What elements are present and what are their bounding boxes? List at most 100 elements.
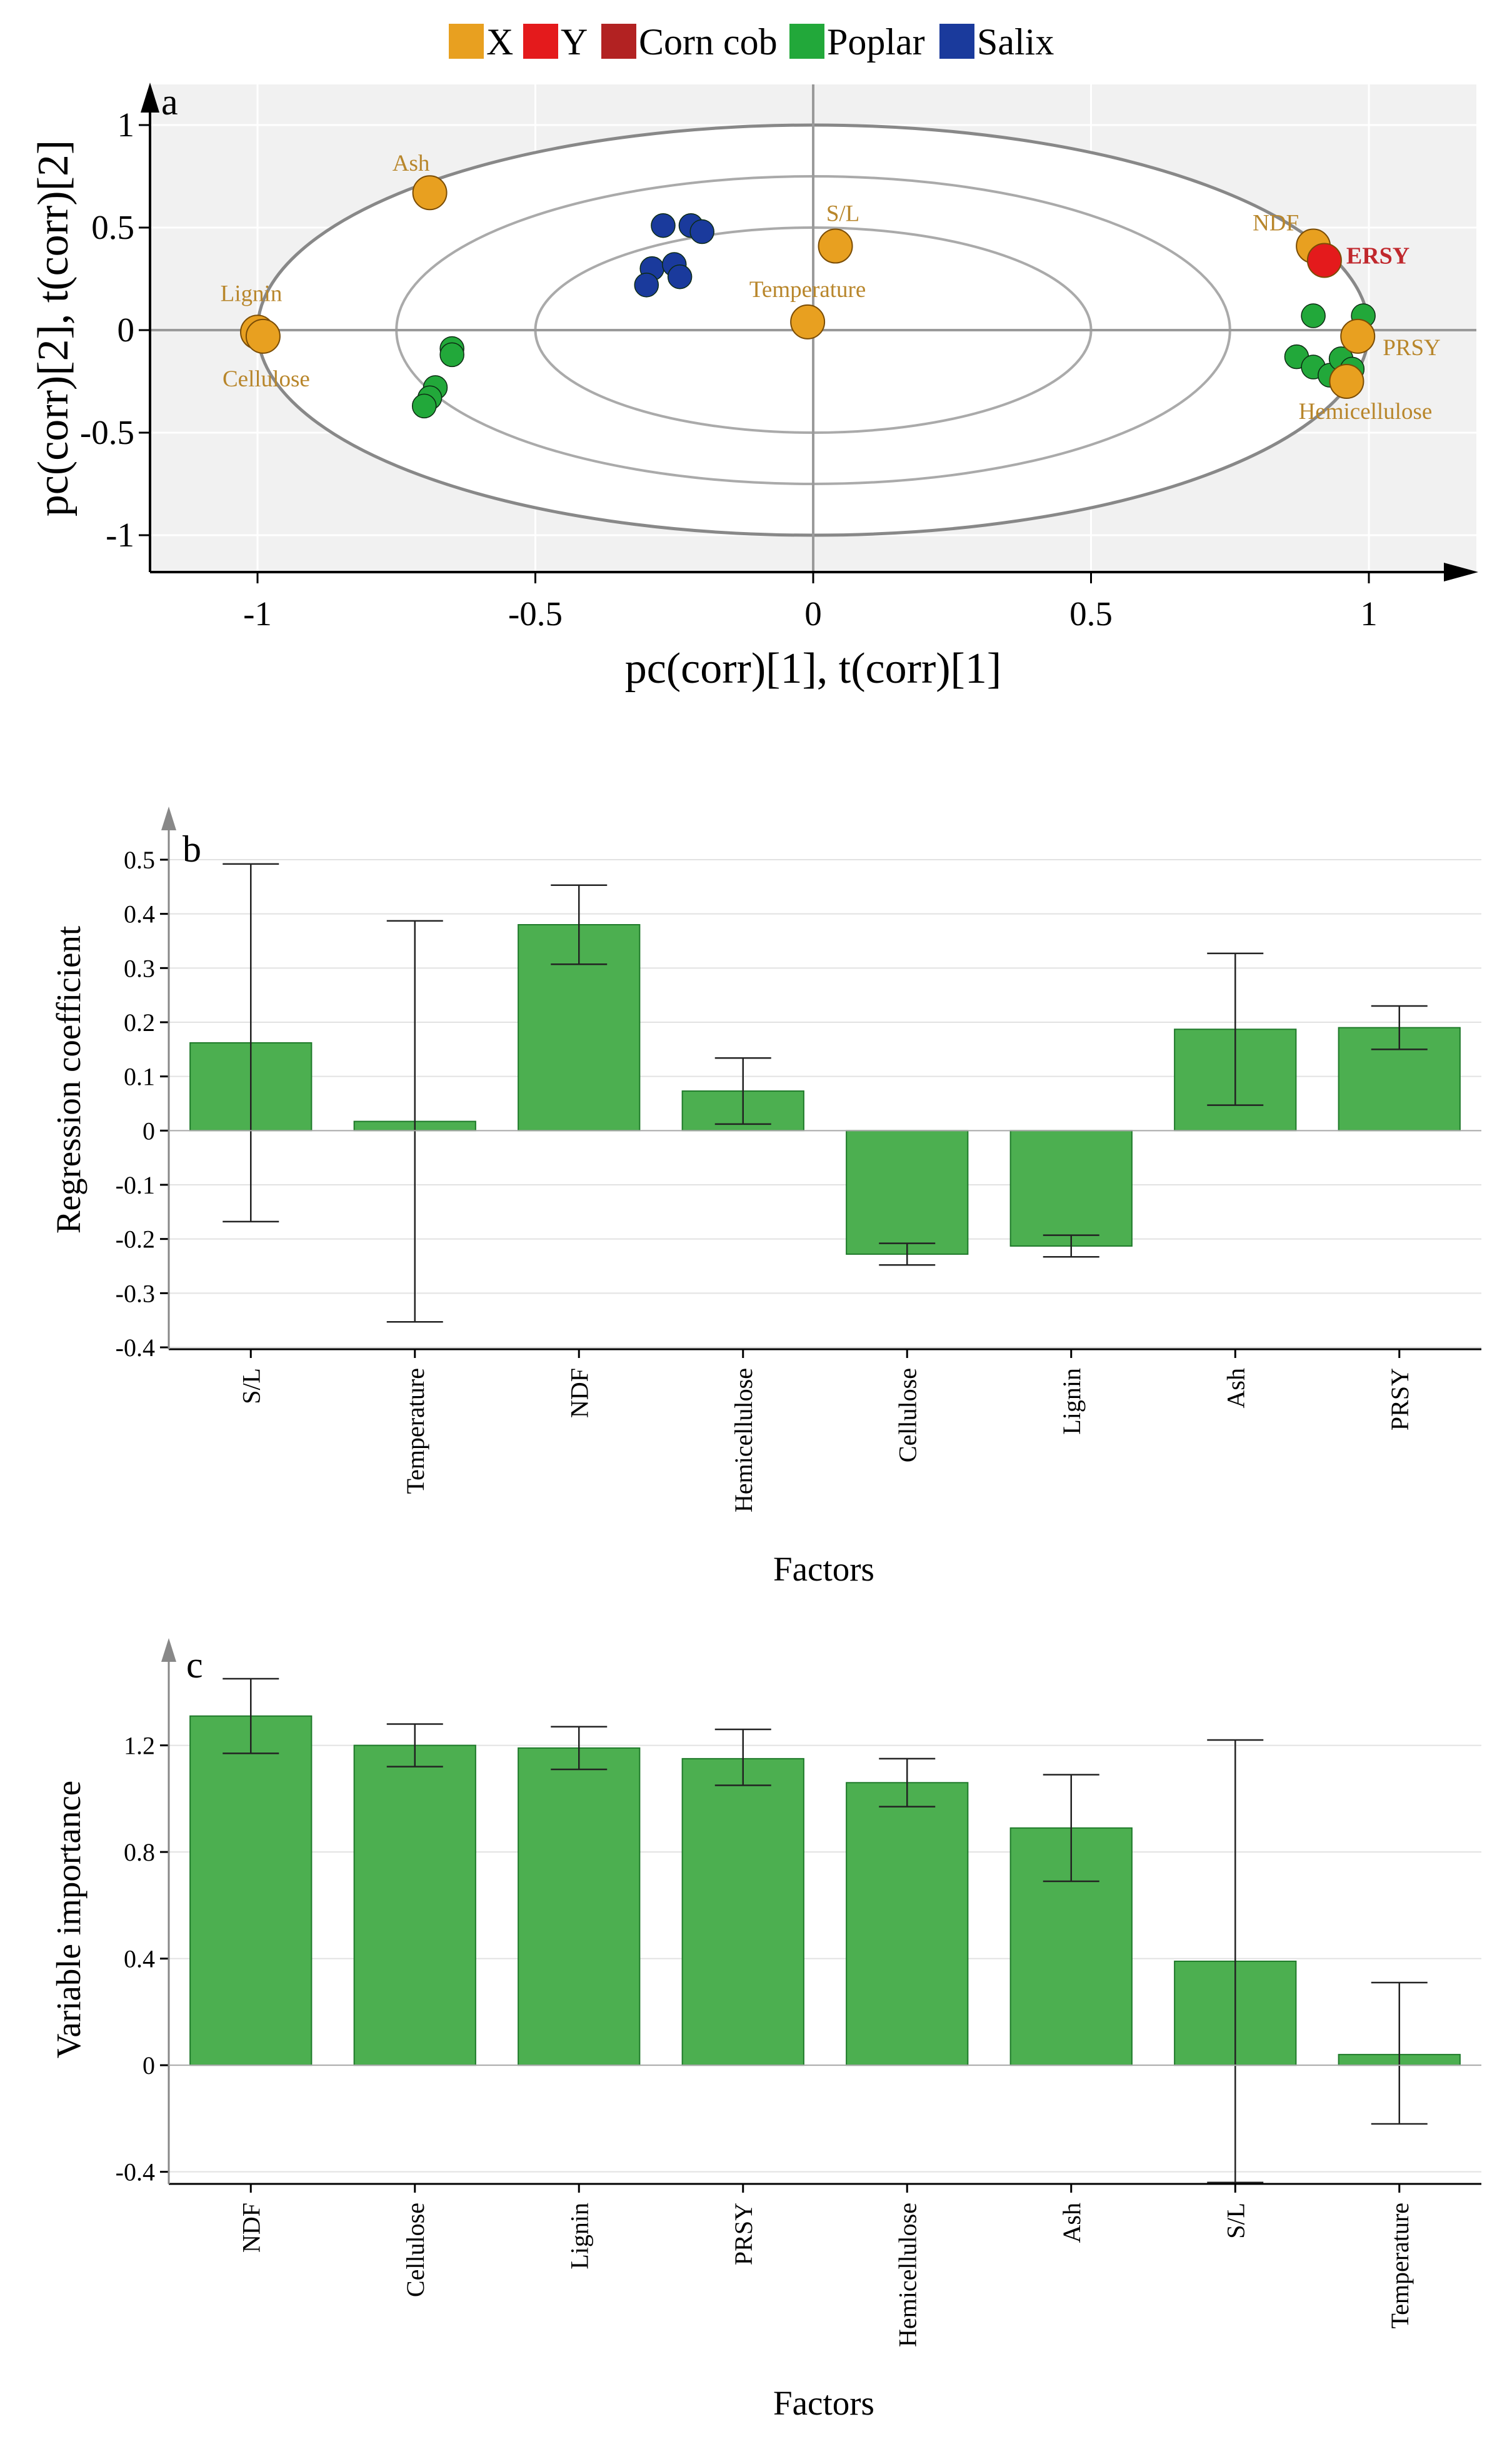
y-tick-label-b: -0.1 [116, 1171, 155, 1199]
x-tick-label-c-lignin: Lignin [565, 2203, 593, 2270]
panel-c-letter: c [186, 1644, 203, 1686]
loading-point-cellulose [245, 318, 281, 354]
x-tick-label-c-temperature: Temperature [1386, 2203, 1414, 2329]
x-axis-label-c: Factors [773, 2384, 874, 2422]
x-tick-label-c-ash: Ash [1058, 2203, 1086, 2243]
x-tick-label-b-s-l: S/L [237, 1368, 265, 1404]
x-tick-label-b-prsy: PRSY [1386, 1368, 1414, 1431]
point-poplar [411, 393, 437, 419]
x-axis-arrow-a [1444, 563, 1478, 581]
y-tick-label-c: 1.2 [124, 1732, 155, 1760]
point-poplar [1301, 303, 1326, 328]
y-tick-label-b: -0.2 [116, 1225, 155, 1254]
y-tick-label-b: 0.5 [124, 846, 155, 874]
y-tick-label-b: 0.2 [124, 1008, 155, 1037]
x-tick-label-a: 1 [1360, 595, 1378, 633]
loading-point-s-l [818, 228, 853, 264]
bar-lignin [1009, 1130, 1133, 1247]
y-tick-label-c: 0 [143, 2051, 155, 2079]
y-tick-label-a: -0.5 [80, 413, 134, 451]
legend: X Y Corn cob Poplar Salix [449, 21, 1054, 63]
bars-c [189, 1677, 1461, 2183]
y-tick-label-b: 0.1 [124, 1063, 155, 1091]
y-tick-label-b: -0.3 [116, 1279, 155, 1307]
y-tick-label-a: 1 [118, 106, 135, 144]
x-tick-label-b-ndf: NDF [565, 1368, 593, 1418]
loading-point-ersy [1306, 243, 1342, 278]
panel-a-pca-loadings: X Y Corn cob Poplar Salix -1 -0.5 0 0.5 1 -1 -0.5 0… [29, 21, 1478, 693]
loading-label-hemicellulose: Hemicellulose [1299, 399, 1433, 425]
loading-label-temperature: Temperature [749, 277, 866, 303]
point-poplar [439, 342, 464, 368]
point-salix [689, 219, 714, 244]
loading-label-ersy: ERSY [1346, 243, 1409, 269]
y-tick-label-c: 0.8 [124, 1838, 155, 1866]
loading-label-s-l: S/L [826, 201, 859, 227]
x-tick-label-c-hemicellulose: Hemicellulose [893, 2203, 921, 2347]
y-tick-label-b: 0.4 [124, 900, 155, 928]
y-tick-label-a: 0.5 [91, 208, 134, 246]
x-tick-label-b-ash: Ash [1221, 1368, 1249, 1408]
loading-label-prsy: PRSY [1383, 335, 1441, 361]
x-axis-label-b: Factors [773, 1550, 874, 1588]
x-tick-label-c-prsy: PRSY [729, 2203, 758, 2265]
panel-a-letter: a [161, 81, 178, 123]
point-salix [634, 273, 659, 298]
x-tick-label-a: -1 [243, 595, 272, 633]
x-tick-label-c-ndf: NDF [237, 2203, 265, 2253]
legend-label-salix: Salix [977, 21, 1054, 63]
x-tick-label-a: 0.5 [1069, 595, 1113, 633]
x-tick-label-b-temperature: Temperature [401, 1368, 429, 1494]
axes-b: -0.4 -0.3 -0.2 -0.1 0 0.1 0.2 0.3 0.4 0.5 S/L Tempe… [116, 807, 1481, 1512]
loading-point-temperature [790, 304, 826, 339]
bar-lignin [518, 1747, 641, 2066]
axes-c: -0.4 0 0.4 0.8 1.2 NDF Cellulose Lignin PRSY Hemi… [116, 1638, 1481, 2347]
y-tick-label-c: 0.4 [124, 1945, 155, 1973]
legend-label-corn-cob: Corn cob [639, 21, 778, 63]
bar-cellulose [353, 1744, 476, 2066]
bar-ndf [189, 1715, 313, 2066]
panel-b-regression-coefficients: -0.4 -0.3 -0.2 -0.1 0 0.1 0.2 0.3 0.4 0.5 S/L Tempe… [49, 807, 1481, 1588]
panel-b-letter: b [183, 828, 201, 870]
x-tick-label-c-cellulose: Cellulose [401, 2203, 429, 2297]
legend-swatch-corn-cob [601, 24, 636, 59]
point-salix [667, 264, 693, 289]
bar-prsy [681, 1758, 804, 2066]
x-tick-label-a: -0.5 [508, 595, 563, 633]
point-salix [651, 213, 676, 238]
x-tick-label-c-s-l: S/L [1221, 2203, 1249, 2239]
loading-label-ndf: NDF [1253, 211, 1299, 236]
bar-hemicellulose [846, 1782, 969, 2066]
y-axis-label-c: Variable importance [49, 1781, 88, 2058]
panel-c-variable-importance: -0.4 0 0.4 0.8 1.2 NDF Cellulose Lignin PRSY Hemi… [49, 1638, 1481, 2422]
loading-label-ash: Ash [393, 151, 430, 176]
y-tick-label-a: -1 [106, 516, 134, 554]
y-axis-arrow-c [161, 1638, 176, 1662]
y-tick-label-a: 0 [118, 311, 135, 349]
x-axis-label-a: pc(corr)[1], t(corr)[1] [625, 645, 1001, 693]
loading-point-ash [412, 175, 448, 211]
y-axis-label-a: pc(corr)[2], t(corr)[2] [29, 140, 78, 516]
loading-label-lignin: Lignin [221, 281, 283, 306]
loading-label-cellulose: Cellulose [223, 366, 310, 392]
bar-cellulose [846, 1130, 969, 1255]
legend-label-y: Y [561, 21, 588, 63]
bars-b [189, 863, 1461, 1323]
legend-swatch-y [523, 24, 558, 59]
x-tick-label-b-cellulose: Cellulose [893, 1368, 921, 1462]
x-tick-label-b-hemicellulose: Hemicellulose [729, 1368, 758, 1512]
y-tick-label-b: -0.4 [116, 1334, 155, 1362]
loading-point-prsy [1340, 318, 1376, 354]
legend-label-x: X [486, 21, 513, 63]
y-tick-label-b: 0 [143, 1117, 155, 1145]
y-axis-arrow-b [161, 807, 176, 830]
loading-point-hemicellulose [1329, 364, 1364, 399]
axes-a: -1 -0.5 0 0.5 1 -1 -0.5 0 0.5 1 [80, 83, 1478, 633]
legend-swatch-x [449, 24, 484, 59]
legend-swatch-salix [939, 24, 974, 59]
y-tick-label-b: 0.3 [124, 954, 155, 982]
legend-label-poplar: Poplar [827, 21, 925, 63]
x-tick-label-b-lignin: Lignin [1058, 1368, 1086, 1435]
points-a: Ash Lignin Cellulose S/L Temperature NDF PRSY H… [221, 151, 1441, 425]
